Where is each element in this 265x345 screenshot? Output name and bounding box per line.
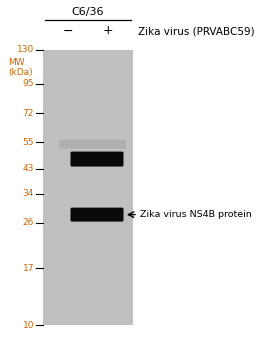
Text: 17: 17 [23, 264, 34, 273]
Text: Zika virus NS4B protein: Zika virus NS4B protein [140, 210, 252, 219]
FancyBboxPatch shape [59, 140, 126, 149]
Text: 55: 55 [23, 138, 34, 147]
Text: C6/36: C6/36 [72, 7, 104, 17]
Text: MW
(kDa): MW (kDa) [8, 58, 33, 77]
Text: 130: 130 [17, 46, 34, 55]
Text: +: + [103, 24, 113, 38]
Text: 34: 34 [23, 189, 34, 198]
FancyBboxPatch shape [70, 208, 123, 221]
FancyBboxPatch shape [70, 151, 123, 167]
Bar [43, 50, 133, 325]
Text: 43: 43 [23, 164, 34, 173]
Text: Zika virus (PRVABC59): Zika virus (PRVABC59) [138, 26, 255, 36]
Text: −: − [63, 24, 73, 38]
Text: 26: 26 [23, 218, 34, 227]
Text: 72: 72 [23, 109, 34, 118]
Text: 95: 95 [23, 79, 34, 88]
Text: 10: 10 [23, 321, 34, 329]
